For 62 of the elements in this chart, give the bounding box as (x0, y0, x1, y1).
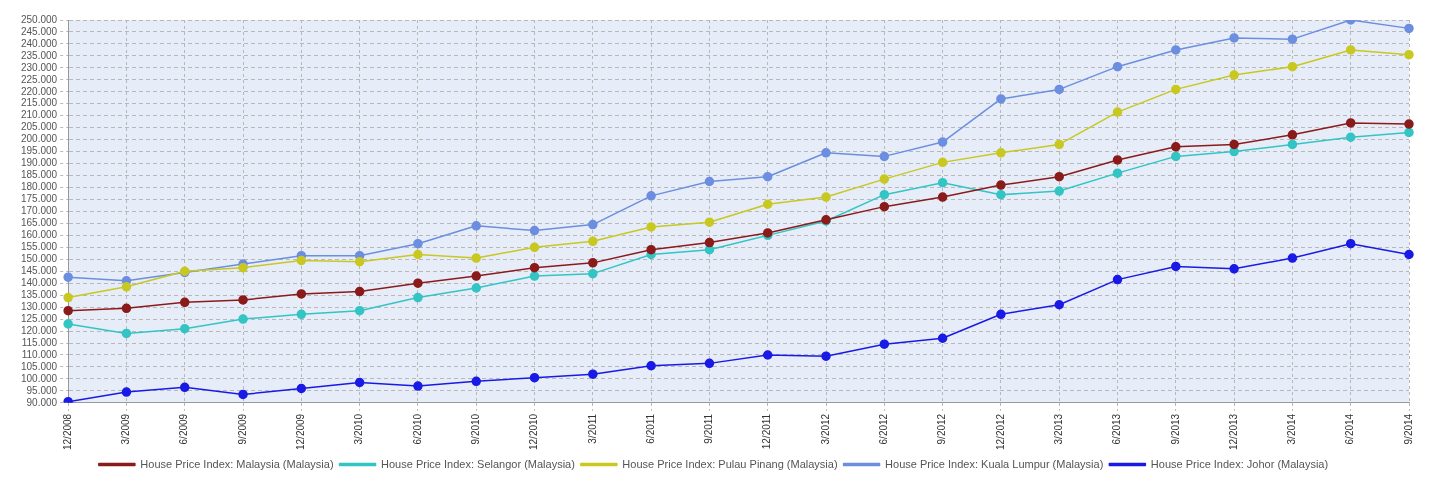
legend-label: House Price Index: Pulau Pinang (Malaysia) (622, 457, 838, 470)
y-tick-label: 200.000 (20, 133, 58, 145)
y-tick-label: 115.000 (21, 336, 58, 348)
y-tick-label: 190.000 (20, 157, 58, 169)
y-tick-label: 95.000 (26, 384, 58, 396)
y-tick-label: 145.000 (20, 265, 58, 276)
y-tick-label: 240.000 (20, 37, 58, 49)
x-tick-label: 9/2009 (236, 413, 248, 445)
x-tick-label: 3/2013 (1052, 413, 1064, 445)
x-tick-label: 12/2011 (761, 413, 773, 450)
y-tick-label: 135.000 (20, 288, 58, 300)
x-tick-label: 12/2012 (994, 413, 1006, 451)
y-tick-label: 180.000 (20, 181, 58, 193)
x-tick-label: 12/2010 (528, 413, 540, 451)
y-tick-label: 110.000 (21, 348, 58, 360)
x-tick-label: 12/2009 (295, 413, 307, 451)
x-tick-label: 9/2010 (469, 413, 481, 445)
legend-label: House Price Index: Selangor (Malaysia) (381, 457, 575, 470)
y-tick-label: 210.000 (20, 109, 58, 121)
y-tick-label: 235.000 (20, 49, 58, 61)
x-tick-label: 12/2013 (1227, 413, 1239, 451)
x-tick-label: 3/2012 (819, 413, 831, 445)
x-tick-label: 3/2009 (120, 413, 132, 445)
y-tick-label: 125.000 (20, 312, 58, 324)
x-tick-label: 6/2012 (878, 413, 890, 445)
y-tick-label: 250.000 (20, 13, 58, 25)
y-tick-label: 225.000 (20, 73, 58, 85)
x-tick-label: 3/2011 (586, 413, 598, 444)
legend-label: House Price Index: Kuala Lumpur (Malaysia) (885, 457, 1104, 470)
y-tick-label: 165.000 (20, 217, 58, 229)
y-tick-label: 155.000 (20, 241, 58, 253)
y-tick-label: 100.000 (20, 372, 58, 384)
y-tick-label: 120.000 (20, 324, 58, 336)
y-tick-label: 150.000 (20, 253, 58, 265)
legend-label: House Price Index: Johor (Malaysia) (1150, 457, 1329, 470)
y-tick-label: 130.000 (20, 300, 58, 312)
x-tick-label: 6/2010 (411, 413, 423, 445)
y-tick-label: 90.000 (26, 396, 58, 408)
y-tick-label: 175.000 (20, 193, 58, 205)
x-tick-label: 9/2012 (936, 413, 948, 445)
y-tick-label: 195.000 (20, 145, 58, 157)
x-tick-label: 6/2014 (1344, 413, 1356, 445)
x-tick-label: 9/2014 (1402, 413, 1414, 445)
legend-label: House Price Index: Malaysia (Malaysia) (140, 457, 334, 470)
y-tick-label: 215.000 (20, 97, 58, 109)
y-tick-label: 140.000 (20, 276, 58, 288)
x-tick-label: 6/2013 (1111, 413, 1123, 445)
x-tick-label: 3/2014 (1286, 413, 1298, 445)
x-tick-label: 6/2011 (644, 413, 656, 444)
y-tick-label: 170.000 (20, 205, 58, 217)
x-tick-label: 12/2008 (61, 413, 73, 451)
y-tick-label: 105.000 (20, 360, 58, 372)
y-tick-label: 230.000 (20, 61, 58, 73)
y-tick-label: 185.000 (20, 169, 58, 181)
x-tick-label: 3/2010 (353, 413, 365, 445)
y-tick-label: 205.000 (20, 121, 58, 133)
y-tick-label: 160.000 (20, 229, 58, 241)
y-tick-label: 245.000 (20, 25, 58, 37)
x-tick-label: 6/2009 (178, 413, 190, 445)
y-tick-label: 220.000 (20, 85, 58, 97)
x-tick-label: 9/2011 (703, 413, 715, 444)
x-tick-label: 9/2013 (1169, 413, 1181, 445)
